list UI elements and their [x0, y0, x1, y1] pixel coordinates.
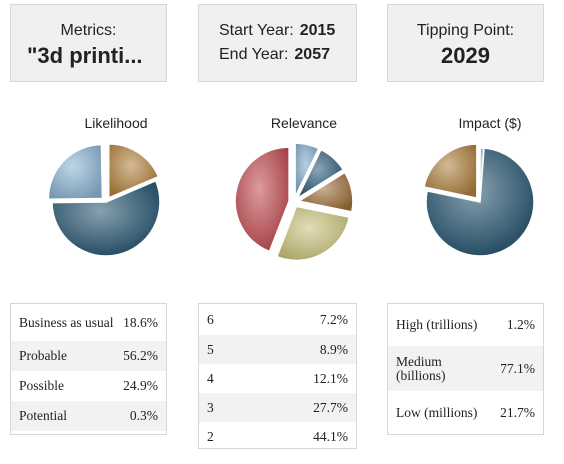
- likelihood-table-row: Possible 24.9%: [11, 371, 166, 401]
- relevance-pie-slice: [275, 205, 351, 262]
- relevance-table-row: 3 27.7%: [199, 393, 356, 422]
- end-year-row: End Year: 2057: [219, 46, 330, 64]
- likelihood-row-percent: 18.6%: [123, 314, 158, 330]
- metrics-box: Metrics: "3d printi...: [10, 4, 167, 82]
- impact-row-percent: 77.1%: [500, 360, 535, 376]
- tipping-point-label: Tipping Point:: [416, 22, 515, 39]
- end-year-value: 2057: [294, 46, 330, 63]
- years-box: Start Year: 2015 End Year: 2057: [198, 4, 357, 82]
- likelihood-row-name: Potential: [19, 408, 67, 423]
- end-year-label: End Year:: [219, 46, 289, 63]
- relevance-table-row: 6 7.2%: [199, 304, 356, 335]
- likelihood-row-name: Possible: [19, 378, 65, 393]
- impact-chart-title: Impact ($): [458, 115, 522, 131]
- relevance-table: 6 7.2% 5 8.9% 4 12.1% 3 27.7% 2 44.1%: [198, 303, 357, 449]
- impact-pie-slice: [425, 147, 535, 257]
- likelihood-chart-title: Likelihood: [84, 115, 148, 131]
- impact-row-name: Low (millions): [396, 404, 478, 420]
- likelihood-table-row: Business as usual 18.6%: [11, 304, 166, 341]
- relevance-row-name: 6: [207, 311, 214, 327]
- impact-pie-slice: [423, 143, 478, 200]
- likelihood-pie-chart: [47, 143, 161, 257]
- relevance-table-row: 2 44.1%: [199, 422, 356, 451]
- relevance-row-percent: 8.9%: [319, 341, 348, 357]
- impact-row-name: Medium (billions): [396, 353, 446, 383]
- impact-pie-chart: [423, 143, 535, 257]
- impact-table: High (trillions) 1.2% Medium (billions) 77.…: [387, 303, 544, 435]
- likelihood-table: Business as usual 18.6% Probable 56.2% Possi…: [10, 303, 167, 435]
- relevance-table-row: 5 8.9%: [199, 335, 356, 364]
- likelihood-table-row: Potential 0.3%: [11, 401, 166, 431]
- relevance-table-row: 4 12.1%: [199, 364, 356, 393]
- likelihood-row-name: Business as usual: [19, 314, 114, 330]
- relevance-row-name: 3: [207, 399, 214, 415]
- metrics-label: Metrics:: [60, 22, 117, 39]
- impact-row-percent: 21.7%: [500, 404, 535, 420]
- likelihood-row-percent: 0.3%: [129, 408, 158, 423]
- likelihood-pie-slice: [51, 179, 161, 257]
- likelihood-pie-slice: [47, 143, 104, 200]
- relevance-row-percent: 44.1%: [313, 428, 348, 444]
- relevance-row-name: 5: [207, 341, 214, 357]
- likelihood-row-name: Probable: [19, 348, 67, 363]
- relevance-pie-slice: [296, 171, 354, 213]
- likelihood-table-row: Probable 56.2%: [11, 341, 166, 371]
- impact-table-row: Low (millions) 21.7%: [388, 391, 543, 434]
- start-year-row: Start Year: 2015: [219, 22, 335, 40]
- likelihood-row-percent: 56.2%: [123, 348, 158, 363]
- impact-row-percent: 1.2%: [506, 317, 535, 332]
- impact-table-row: High (trillions) 1.2%: [388, 304, 543, 346]
- likelihood-pie-slice: [108, 143, 160, 199]
- relevance-pie-slice: [294, 142, 320, 198]
- relevance-pie-slice: [295, 148, 345, 201]
- relevance-pie-slice: [234, 146, 290, 253]
- likelihood-row-percent: 24.9%: [123, 378, 158, 393]
- relevance-row-name: 2: [207, 428, 214, 444]
- tipping-point-value: 2029: [441, 43, 490, 68]
- likelihood-pie-slice: [104, 147, 107, 203]
- relevance-pie-chart: [234, 142, 354, 262]
- relevance-row-percent: 12.1%: [313, 370, 348, 386]
- start-year-label: Start Year:: [219, 22, 294, 39]
- relevance-row-name: 4: [207, 370, 214, 386]
- impact-row-name: High (trillions): [396, 317, 478, 332]
- start-year-value: 2015: [299, 22, 336, 39]
- metrics-value: "3d printi...: [27, 43, 143, 68]
- relevance-chart-title: Relevance: [270, 115, 338, 131]
- relevance-row-percent: 27.7%: [313, 399, 348, 415]
- impact-table-row: Medium (billions) 77.1%: [388, 346, 543, 391]
- relevance-row-percent: 7.2%: [319, 311, 348, 327]
- tipping-point-box: Tipping Point: 2029: [387, 4, 544, 82]
